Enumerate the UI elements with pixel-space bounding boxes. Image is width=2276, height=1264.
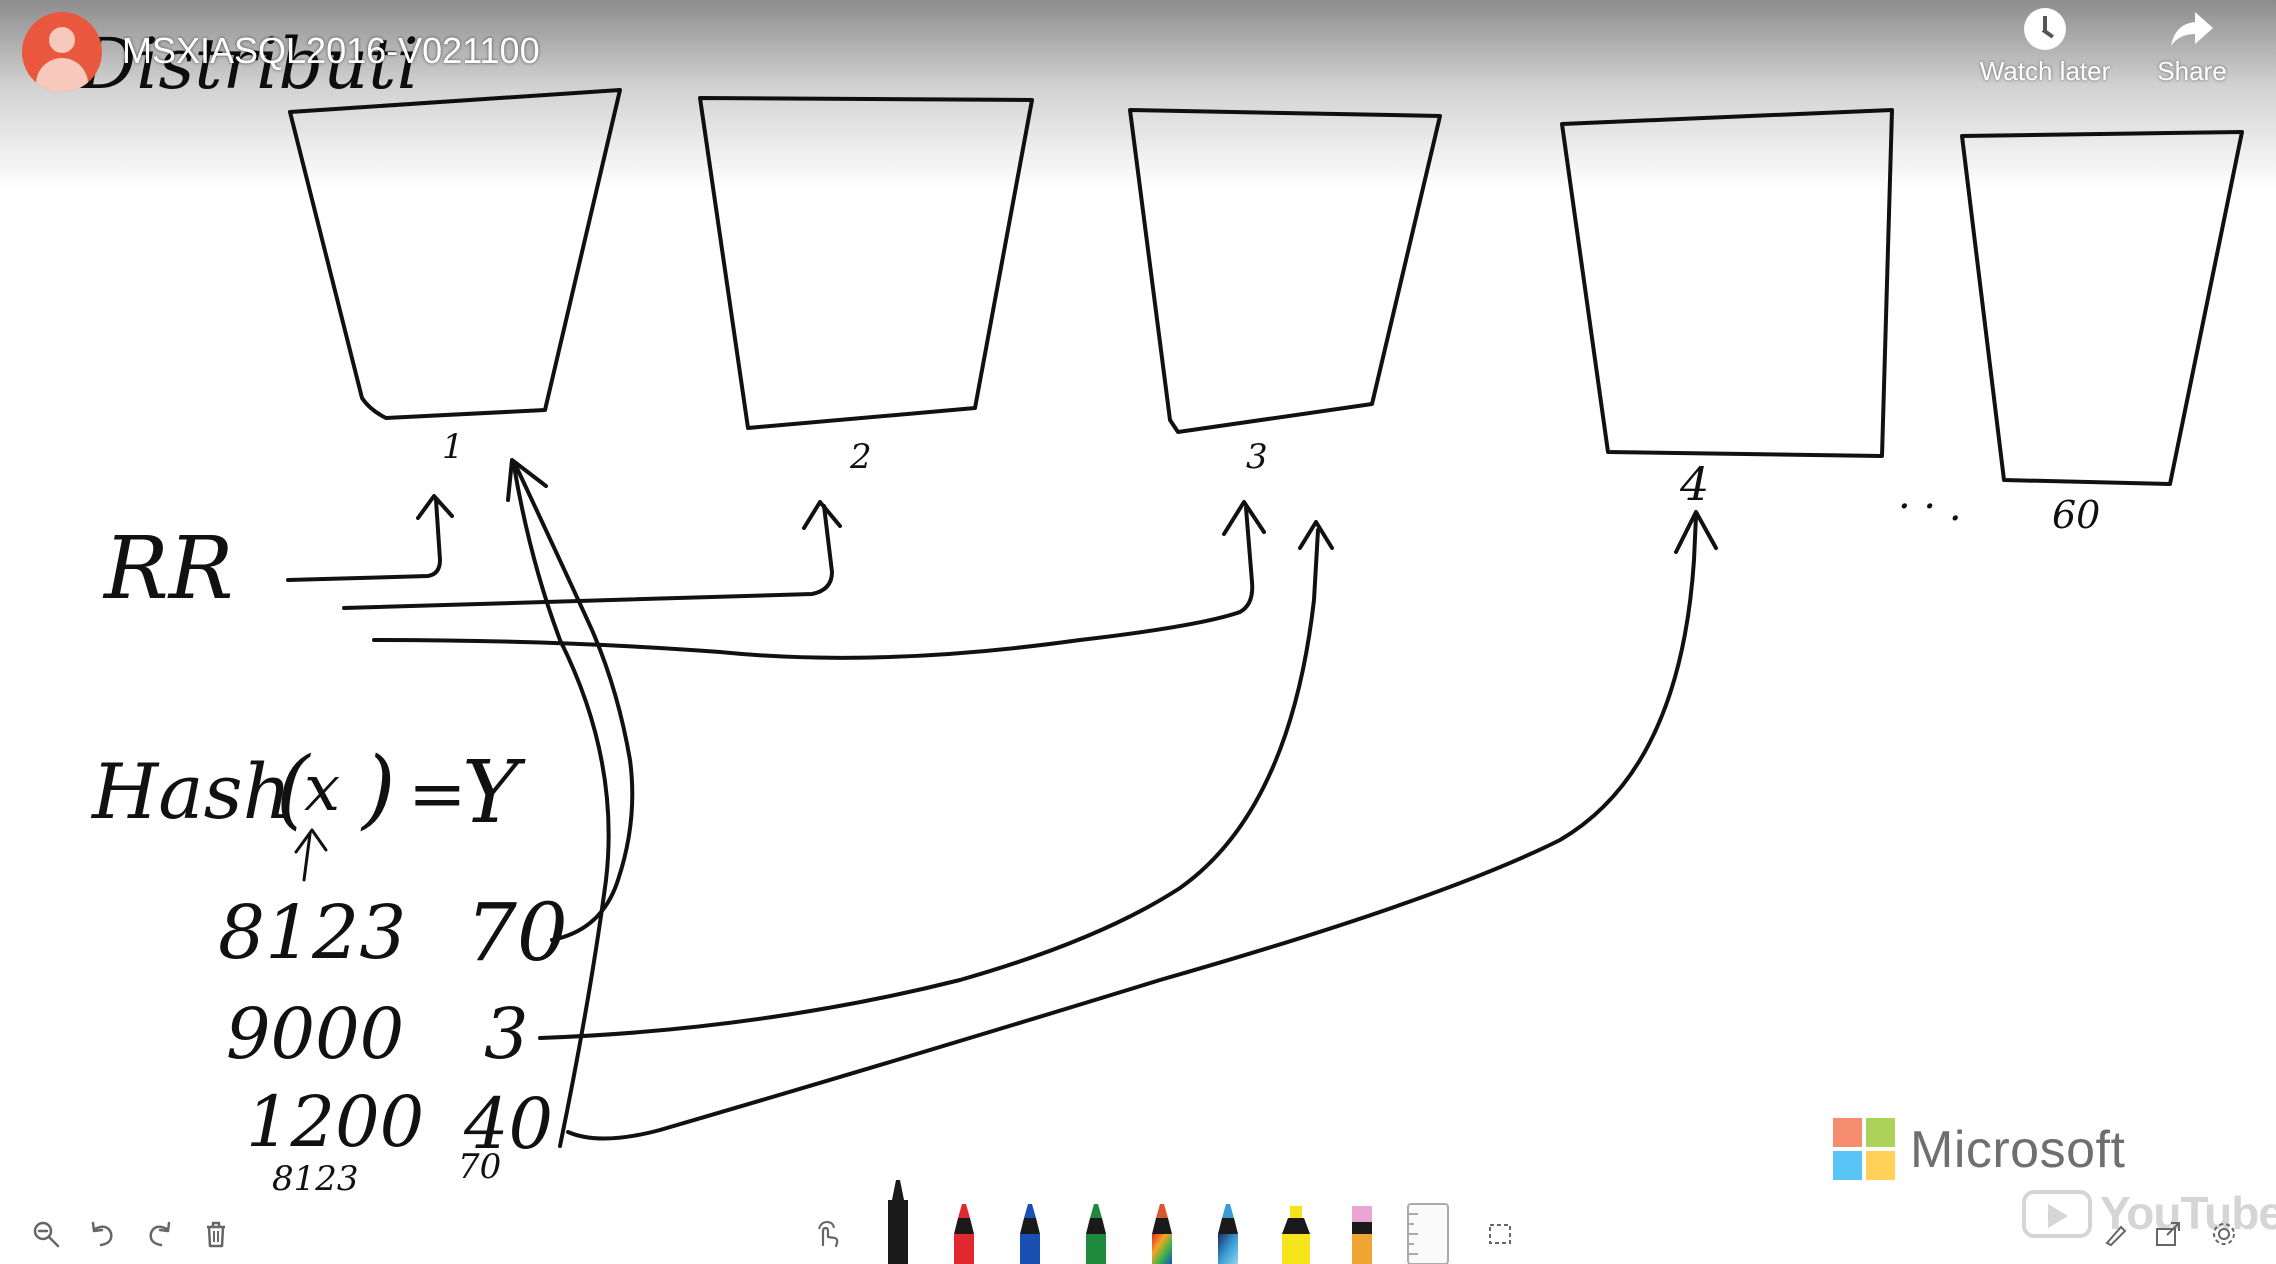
- microsoft-logo: [1833, 1118, 1895, 1180]
- pen-red[interactable]: [948, 1202, 980, 1264]
- highlighter-yellow[interactable]: [1276, 1202, 1316, 1264]
- pen-green-icon: [1086, 1204, 1106, 1264]
- hash-arg-arrow: [294, 828, 328, 882]
- watch-later-button[interactable]: Watch later: [1970, 8, 2120, 87]
- settings-button[interactable]: [2204, 1214, 2244, 1254]
- bucket-3: [1128, 108, 1442, 434]
- pen-rainbow-icon: [1152, 1204, 1172, 1264]
- highlighter-icon: [1282, 1206, 1310, 1264]
- gear-icon: [2213, 1223, 2235, 1245]
- rr-arrowhead-2: [802, 500, 842, 530]
- hash-arrow-to-bucket-3: [538, 528, 1320, 1040]
- eraser[interactable]: [1346, 1202, 1378, 1264]
- pen-settings-icon: [2105, 1225, 2127, 1247]
- undo-button[interactable]: [82, 1214, 122, 1254]
- touch-writing-button[interactable]: [808, 1214, 848, 1254]
- bucket-label-3: 3: [1246, 437, 1268, 477]
- pen-green[interactable]: [1080, 1202, 1112, 1264]
- hash-arrow-to-bucket-1: [514, 464, 635, 942]
- video-title[interactable]: MSXIASQL2016-V021100: [122, 30, 540, 71]
- bucket-label-1: 1: [442, 427, 464, 467]
- bucket-60: [1960, 130, 2244, 486]
- footnote-output: 70: [458, 1147, 501, 1187]
- delete-icon: [207, 1221, 225, 1248]
- heading-fragment: Distributi: [78, 23, 419, 105]
- rr-arrow-1: [286, 498, 442, 582]
- footnote-input: 8123: [272, 1159, 359, 1199]
- delete-button[interactable]: [196, 1214, 236, 1254]
- ms-logo-green: [1866, 1118, 1895, 1147]
- youtube-watermark[interactable]: YouTube: [2022, 1186, 2276, 1239]
- ellipsis: · · .: [1898, 484, 1962, 530]
- hash-equals: =: [408, 753, 467, 835]
- pen-red-icon: [954, 1204, 974, 1264]
- hash-input-3: 1200: [246, 1081, 424, 1163]
- hash-open-paren: (: [276, 739, 312, 839]
- pen-blue[interactable]: [1014, 1202, 1046, 1264]
- hash-arrow-to-bucket-4: [566, 514, 1698, 1141]
- pen-rainbow[interactable]: [1146, 1202, 1178, 1264]
- pen-settings-button[interactable]: [2096, 1214, 2136, 1254]
- pen-black[interactable]: [882, 1178, 914, 1264]
- hash-close-paren: ): [360, 739, 396, 839]
- rr-arrow-3: [372, 506, 1255, 660]
- pen-galaxy[interactable]: [1212, 1202, 1244, 1264]
- hash-arrowhead-bucket-4: [1674, 510, 1718, 554]
- redo-button[interactable]: [140, 1214, 180, 1254]
- bucket-label-2: 2: [849, 437, 872, 477]
- lasso-select-button[interactable]: [1480, 1214, 1520, 1254]
- youtube-play-icon: [2022, 1190, 2092, 1238]
- share-button[interactable]: Share: [2118, 8, 2266, 87]
- rr-label: RR: [102, 519, 234, 619]
- hash-output-2: 3: [484, 993, 529, 1075]
- bucket-4: [1560, 108, 1894, 458]
- avatar-body: [36, 58, 88, 92]
- ruler[interactable]: [1406, 1200, 1450, 1264]
- rr-arrowhead-1: [416, 494, 454, 520]
- channel-avatar[interactable]: [22, 12, 102, 92]
- hash-result: Y: [462, 743, 526, 843]
- hash-label: Hash: [90, 747, 292, 836]
- pen-black-icon: [888, 1180, 908, 1264]
- eraser-icon: [1352, 1206, 1372, 1264]
- hash-output-1: 70: [466, 886, 568, 979]
- bucket-1: [288, 88, 622, 420]
- bucket-label-4: 4: [1679, 457, 1709, 511]
- share-board-icon: [2156, 1222, 2180, 1246]
- rr-arrow-2: [342, 504, 834, 610]
- share-board-button[interactable]: [2148, 1214, 2188, 1254]
- whiteboard-toolbar: [0, 1170, 2276, 1264]
- hash-output-3: 40: [463, 1083, 553, 1165]
- hash-input-2: 9000: [226, 993, 404, 1075]
- undo-icon: [91, 1221, 113, 1247]
- bucket-label-60: 60: [2052, 493, 2100, 537]
- microsoft-wordmark: Microsoft: [1910, 1121, 2126, 1179]
- pen-blue-icon: [1020, 1204, 1040, 1264]
- hash-arrowhead-bucket-1: [506, 458, 548, 502]
- share-arrow-icon: [2171, 12, 2213, 46]
- share-label: Share: [2157, 56, 2227, 86]
- rr-arrowhead-3: [1222, 500, 1266, 536]
- ms-logo-blue: [1833, 1151, 1862, 1180]
- clock-icon: [2024, 8, 2066, 50]
- touch-writing-icon: [818, 1220, 839, 1248]
- watch-later-label: Watch later: [1979, 56, 2111, 86]
- hash-input-1: 8123: [218, 890, 406, 976]
- lasso-select-icon: [1489, 1224, 1511, 1244]
- hash-arg: x: [304, 752, 340, 826]
- pen-galaxy-icon: [1218, 1204, 1238, 1264]
- avatar-head: [49, 27, 75, 53]
- hash-arrow-from-40-to-bucket-1: [512, 464, 611, 1148]
- hash-arrowhead-bucket-3: [1298, 520, 1334, 550]
- redo-icon: [149, 1221, 171, 1247]
- ms-logo-yellow: [1866, 1151, 1895, 1180]
- zoom-out-button[interactable]: [26, 1214, 66, 1254]
- ruler-icon: [1407, 1203, 1449, 1264]
- zoom-out-icon: [33, 1221, 60, 1248]
- bucket-2: [698, 96, 1034, 430]
- ms-logo-red: [1833, 1118, 1862, 1147]
- youtube-wordmark: YouTube: [2100, 1187, 2276, 1239]
